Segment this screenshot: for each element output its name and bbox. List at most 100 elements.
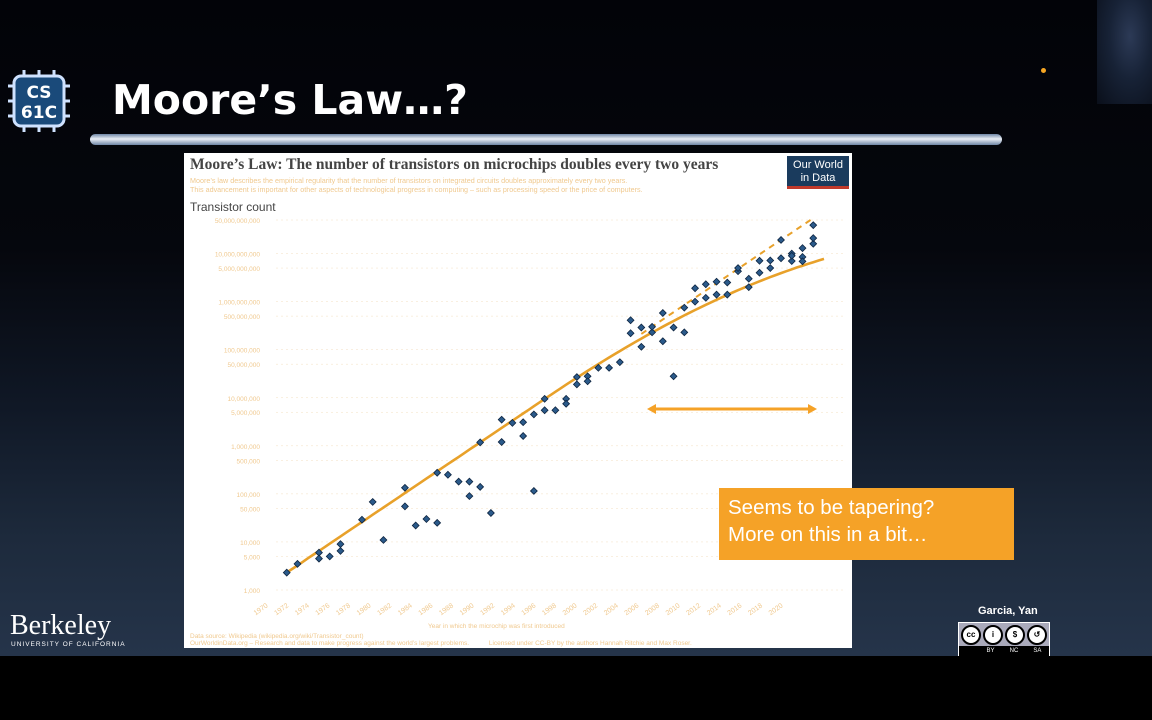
data-point-53 xyxy=(680,328,689,337)
data-point-23 xyxy=(497,438,506,446)
data-point-14 xyxy=(433,468,442,477)
x-tick-label-2: 1974 xyxy=(294,602,311,617)
callout-line1: Seems to be tapering? xyxy=(728,496,935,519)
y-tick-label-3: 1,000,000,000 xyxy=(218,300,260,307)
data-point-5 xyxy=(336,540,345,549)
callout-line2: More on this in a bit… xyxy=(728,523,928,546)
data-point-60 xyxy=(723,278,732,287)
data-point-12 xyxy=(411,521,420,530)
license-label-sa: SA xyxy=(1033,648,1042,654)
data-point-80 xyxy=(787,251,796,260)
data-point-25 xyxy=(508,418,517,427)
x-tick-label-25: 2020 xyxy=(768,602,785,617)
data-point-27 xyxy=(519,418,528,427)
moores-law-chart: Moore’s Law: The number of transistors o… xyxy=(184,153,852,648)
license-label-nc: NC xyxy=(1009,648,1019,654)
x-axis-caption: Year in which the microchip was first in… xyxy=(428,623,565,630)
data-point-34 xyxy=(562,399,571,408)
data-point-70 xyxy=(777,254,785,263)
attribution-icon: i xyxy=(983,625,1003,645)
y-tick-labels: 50,000,000,000 10,000,000,000 5,000,000,00… xyxy=(215,218,844,595)
data-point-79 xyxy=(798,257,807,266)
data-point-72 xyxy=(787,257,796,265)
trend-lines xyxy=(285,217,825,574)
y-tick-label-11: 100,000 xyxy=(237,492,261,499)
x-tick-label-24: 2018 xyxy=(747,602,764,617)
data-point-20 xyxy=(476,438,485,447)
data-point-42 xyxy=(626,316,635,325)
data-point-29 xyxy=(529,487,538,495)
data-point-9 xyxy=(379,535,388,544)
data-point-36 xyxy=(572,373,581,381)
y-tick-label-10: 500,000 xyxy=(237,458,261,465)
y-tick-label-6: 50,000,000 xyxy=(227,362,260,369)
data-point-48 xyxy=(658,309,667,317)
chart-footer-line1: Data source: Wikipedia (wikipedia.org/wi… xyxy=(190,633,364,640)
data-point-51 xyxy=(669,372,678,381)
x-tick-label-5: 1980 xyxy=(356,602,373,617)
slide-title: Moore’s Law…? xyxy=(112,76,468,124)
x-tick-label-12: 1994 xyxy=(500,602,517,617)
presenter-webcam xyxy=(1097,0,1152,104)
x-tick-label-15: 2000 xyxy=(562,602,579,617)
data-point-57 xyxy=(701,280,710,289)
data-point-28 xyxy=(529,410,538,419)
data-point-39 xyxy=(594,363,603,372)
y-tick-label-1: 10,000,000,000 xyxy=(215,252,261,259)
x-tick-label-16: 2002 xyxy=(582,602,599,617)
license-labels: BY NC SA xyxy=(959,646,1049,656)
data-points xyxy=(282,221,818,577)
x-tick-labels: 1970 1972 1974 1976 1978 1980 1982 1984 1986 1988… xyxy=(253,602,785,617)
chart-x-caption: Year in which the microchip was first in… xyxy=(190,623,565,630)
y-tick-label-7: 10,000,000 xyxy=(227,396,260,403)
x-tick-label-13: 1996 xyxy=(521,602,538,617)
x-tick-label-22: 2014 xyxy=(706,602,723,617)
data-point-37 xyxy=(583,372,592,381)
data-point-15 xyxy=(433,518,442,527)
x-tick-label-3: 1976 xyxy=(315,602,332,617)
title-underline xyxy=(90,134,1002,145)
y-tick-label-4: 500,000,000 xyxy=(224,314,261,321)
data-point-56 xyxy=(701,293,710,302)
x-tick-label-20: 2010 xyxy=(665,602,682,617)
data-point-30 xyxy=(540,406,549,415)
data-point-64 xyxy=(744,274,753,283)
data-point-31 xyxy=(540,394,549,403)
y-tick-label-0: 50,000,000,000 xyxy=(215,218,261,225)
data-point-1 xyxy=(293,559,302,568)
data-point-47 xyxy=(648,322,657,331)
berkeley-wordmark: Berkeley xyxy=(10,610,112,641)
x-tick-label-4: 1978 xyxy=(335,602,352,617)
data-point-19 xyxy=(465,492,474,501)
data-point-7 xyxy=(358,515,366,524)
data-point-24 xyxy=(497,415,506,424)
arrow-head-right xyxy=(808,404,817,414)
chart-footer-line2: OurWorldinData.org – Research and data t… xyxy=(190,640,692,647)
slide: CS 61C Moore’s Law…? Moore’s Law: The nu… xyxy=(0,0,1152,656)
arrow-head-left xyxy=(647,404,656,414)
data-point-4 xyxy=(325,552,334,561)
data-point-32 xyxy=(551,406,560,415)
tapering-arrow xyxy=(647,404,817,414)
data-point-50 xyxy=(669,323,678,332)
data-point-65 xyxy=(744,283,753,292)
footer-right-text: Licensed under CC-BY by the authors Hann… xyxy=(488,640,692,647)
data-point-61 xyxy=(723,290,732,299)
data-point-16 xyxy=(443,470,452,479)
data-point-11 xyxy=(400,502,409,511)
data-point-58 xyxy=(712,290,721,299)
data-point-2 xyxy=(315,548,323,557)
data-point-41 xyxy=(615,358,624,367)
data-point-49 xyxy=(658,337,667,346)
berkeley-subtitle: UNIVERSITY OF CALIFORNIA xyxy=(11,641,126,648)
data-point-63 xyxy=(734,264,742,273)
y-tick-label-15: 1,000 xyxy=(244,588,261,595)
data-point-68 xyxy=(766,256,775,265)
x-tick-label-0: 1970 xyxy=(253,602,270,617)
footer-left-text: OurWorldinData.org – Research and data t… xyxy=(190,640,470,647)
cs61c-chip-logo: CS 61C xyxy=(8,70,70,132)
data-point-26 xyxy=(519,432,528,440)
data-point-21 xyxy=(476,482,485,491)
data-point-67 xyxy=(755,256,764,265)
x-tick-label-11: 1992 xyxy=(479,602,496,617)
